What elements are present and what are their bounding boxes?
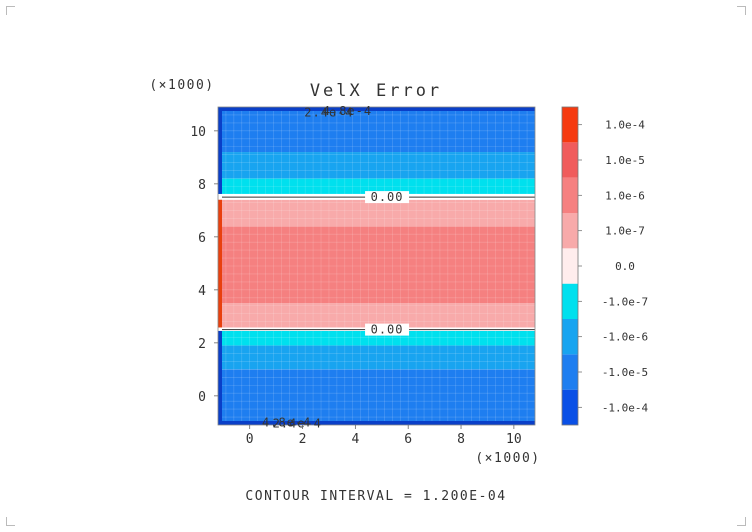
contour-bands bbox=[218, 107, 535, 425]
colorbar-swatch bbox=[562, 248, 578, 284]
y-tick-label: 6 bbox=[198, 231, 206, 246]
x-tick-label: 10 bbox=[506, 432, 522, 447]
colorbar-label: 0.0 bbox=[615, 260, 635, 273]
x-tick-label: 2 bbox=[299, 432, 307, 447]
colorbar-swatch bbox=[562, 142, 578, 178]
colorbar-swatch bbox=[562, 283, 578, 319]
left-edge-bottom bbox=[218, 330, 222, 425]
contour-interval-footer: CONTOUR INTERVAL = 1.200E-04 bbox=[245, 489, 506, 504]
contour-band bbox=[218, 226, 535, 304]
contour-label: 2.4e-4 bbox=[273, 417, 322, 431]
y-axis-ticks: 0 2 4 6 8 10 bbox=[190, 125, 218, 405]
x-tick-label: 0 bbox=[246, 432, 254, 447]
top-edge bbox=[218, 107, 535, 111]
colorbar-swatch bbox=[562, 177, 578, 213]
x-axis-ticks: 0 2 4 6 8 10 bbox=[246, 425, 522, 447]
x-tick-label: 6 bbox=[404, 432, 412, 447]
contour-band bbox=[218, 330, 535, 346]
y-tick-label: 0 bbox=[198, 390, 206, 405]
contour-band bbox=[218, 107, 535, 153]
colorbar: -1.0e-4 -1.0e-5 -1.0e-6 -1.0e-7 0.0 1.0e-7 1.0… bbox=[561, 106, 649, 426]
y-multiplier-label: (×1000) bbox=[149, 78, 214, 93]
contour-band bbox=[218, 303, 535, 328]
contour-label-bg bbox=[365, 191, 410, 204]
colorbar-label: 1.0e-7 bbox=[605, 225, 645, 238]
colorbar-swatch bbox=[562, 389, 578, 425]
left-edge-top bbox=[218, 107, 222, 194]
contour-band bbox=[218, 369, 535, 425]
left-edge-red bbox=[218, 199, 222, 328]
colorbar-swatch bbox=[562, 354, 578, 390]
contour-labels: 0.000.002.4e-44.8e-44.8e-42.4e-4 bbox=[262, 104, 410, 431]
colorbar-label: -1.0e-6 bbox=[602, 331, 648, 344]
x-tick-label: 4 bbox=[351, 432, 359, 447]
contour-label: 0.00 bbox=[371, 323, 404, 337]
colorbar-label: -1.0e-7 bbox=[602, 295, 648, 308]
colorbar-label: -1.0e-4 bbox=[602, 401, 649, 414]
contour-label-bg bbox=[365, 323, 410, 336]
chart-title: VelX Error bbox=[310, 81, 442, 101]
contour-band bbox=[218, 345, 535, 370]
contour-label: 4.8e-4 bbox=[262, 415, 311, 429]
contour-band bbox=[218, 152, 535, 179]
contour-band bbox=[218, 199, 535, 227]
colorbar-label: 1.0e-5 bbox=[605, 154, 645, 167]
colorbar-label: -1.0e-5 bbox=[602, 366, 648, 379]
contour-band bbox=[218, 178, 535, 194]
contour-label: 4.8e-4 bbox=[323, 104, 372, 118]
plot-frame bbox=[217, 106, 536, 426]
y-tick-label: 2 bbox=[198, 337, 206, 352]
grid-lines bbox=[218, 107, 535, 425]
colorbar-swatch bbox=[562, 213, 578, 249]
y-tick-label: 10 bbox=[190, 125, 206, 140]
y-tick-label: 4 bbox=[198, 284, 206, 299]
corner-mark bbox=[6, 6, 15, 15]
colorbar-swatch bbox=[562, 107, 578, 143]
x-multiplier-label: (×1000) bbox=[475, 451, 540, 466]
colorbar-label: 1.0e-4 bbox=[605, 119, 645, 132]
y-tick-label: 8 bbox=[198, 178, 206, 193]
corner-mark bbox=[6, 517, 15, 526]
contour-label: 0.00 bbox=[371, 190, 404, 204]
corner-mark bbox=[737, 517, 746, 526]
x-tick-label: 8 bbox=[457, 432, 465, 447]
colorbar-swatch bbox=[562, 319, 578, 355]
contour-label: 2.4e-4 bbox=[304, 105, 353, 119]
corner-mark bbox=[737, 6, 746, 15]
bottom-edge bbox=[218, 421, 535, 425]
colorbar-label: 1.0e-6 bbox=[605, 189, 645, 202]
